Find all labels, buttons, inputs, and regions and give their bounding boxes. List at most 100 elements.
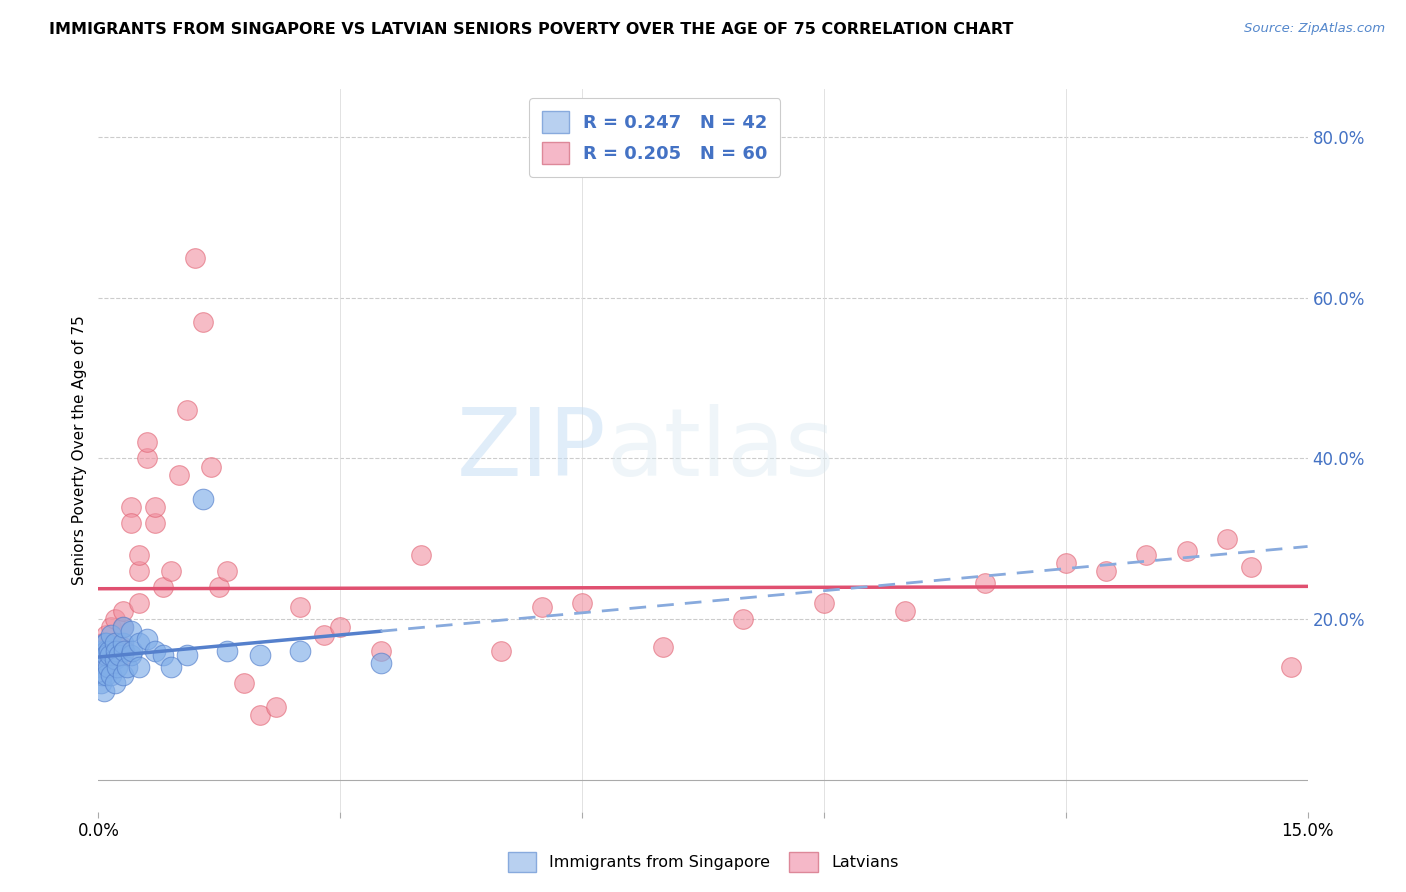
Point: [111, 620, 134, 634]
Point: [111, 668, 134, 682]
Point: [128, 596, 150, 610]
Point: [135, 632, 157, 646]
Point: [120, 500, 142, 514]
Text: atlas: atlas: [606, 404, 835, 497]
Point: [100, 628, 122, 642]
Point: [98, 648, 121, 662]
Point: [111, 636, 134, 650]
Legend: Immigrants from Singapore, Latvians: Immigrants from Singapore, Latvians: [499, 844, 907, 880]
Point: [96, 648, 118, 662]
Point: [120, 516, 142, 530]
Point: [103, 612, 125, 626]
Point: [370, 657, 392, 671]
Point: [651, 640, 673, 655]
Point: [103, 636, 125, 650]
Point: [193, 491, 215, 506]
Point: [409, 548, 432, 562]
Point: [530, 599, 553, 614]
Point: [217, 644, 239, 658]
Point: [1135, 548, 1157, 562]
Point: [264, 700, 287, 714]
Legend: R = 0.247   N = 42, R = 0.205   N = 60: R = 0.247 N = 42, R = 0.205 N = 60: [529, 98, 780, 177]
Point: [152, 580, 174, 594]
Point: [128, 564, 150, 578]
Point: [167, 467, 190, 482]
Point: [128, 548, 150, 562]
Text: IMMIGRANTS FROM SINGAPORE VS LATVIAN SENIORS POVERTY OVER THE AGE OF 75 CORRELAT: IMMIGRANTS FROM SINGAPORE VS LATVIAN SEN…: [49, 22, 1014, 37]
Point: [893, 604, 915, 618]
Point: [128, 660, 150, 674]
Point: [288, 644, 311, 658]
Point: [208, 580, 231, 594]
Point: [103, 652, 125, 666]
Point: [112, 644, 135, 658]
Point: [288, 599, 311, 614]
Point: [176, 403, 198, 417]
Point: [111, 620, 134, 634]
Point: [94, 668, 117, 682]
Point: [1240, 560, 1263, 574]
Point: [1216, 532, 1239, 546]
Point: [96, 628, 118, 642]
Point: [232, 676, 254, 690]
Point: [100, 668, 122, 682]
Point: [111, 640, 134, 655]
Point: [107, 648, 129, 662]
Point: [733, 612, 755, 626]
Point: [571, 596, 593, 610]
Point: [193, 315, 215, 329]
Point: [103, 648, 125, 662]
Point: [105, 660, 128, 674]
Point: [93, 684, 115, 698]
Point: [813, 596, 835, 610]
Point: [107, 640, 129, 655]
Point: [90, 676, 112, 690]
Point: [91, 668, 114, 682]
Text: Source: ZipAtlas.com: Source: ZipAtlas.com: [1244, 22, 1385, 36]
Point: [128, 636, 150, 650]
Point: [143, 500, 166, 514]
Point: [91, 660, 114, 674]
Point: [89, 660, 111, 674]
Point: [100, 644, 122, 658]
Point: [135, 451, 157, 466]
Point: [96, 636, 118, 650]
Point: [249, 708, 271, 723]
Point: [91, 652, 114, 666]
Point: [370, 644, 392, 658]
Point: [115, 660, 138, 674]
Point: [97, 644, 120, 658]
Point: [89, 648, 111, 662]
Point: [176, 648, 198, 662]
Point: [97, 648, 120, 662]
Point: [111, 648, 134, 662]
Point: [1175, 543, 1198, 558]
Point: [249, 648, 271, 662]
Point: [314, 628, 336, 642]
Point: [90, 644, 112, 658]
Point: [200, 459, 222, 474]
Point: [105, 644, 128, 658]
Point: [1054, 556, 1077, 570]
Point: [135, 435, 157, 450]
Point: [160, 564, 183, 578]
Point: [152, 648, 174, 662]
Point: [121, 644, 143, 658]
Point: [97, 636, 120, 650]
Point: [103, 636, 125, 650]
Point: [143, 516, 166, 530]
Point: [120, 648, 142, 662]
Point: [94, 644, 117, 658]
Point: [974, 576, 997, 591]
Point: [329, 620, 352, 634]
Point: [143, 644, 166, 658]
Point: [184, 251, 207, 265]
Point: [97, 660, 120, 674]
Point: [100, 620, 122, 634]
Point: [120, 624, 142, 639]
Text: ZIP: ZIP: [457, 404, 606, 497]
Point: [1281, 660, 1303, 674]
Y-axis label: Seniors Poverty Over the Age of 75: Seniors Poverty Over the Age of 75: [72, 316, 87, 585]
Point: [94, 636, 117, 650]
Point: [105, 644, 128, 658]
